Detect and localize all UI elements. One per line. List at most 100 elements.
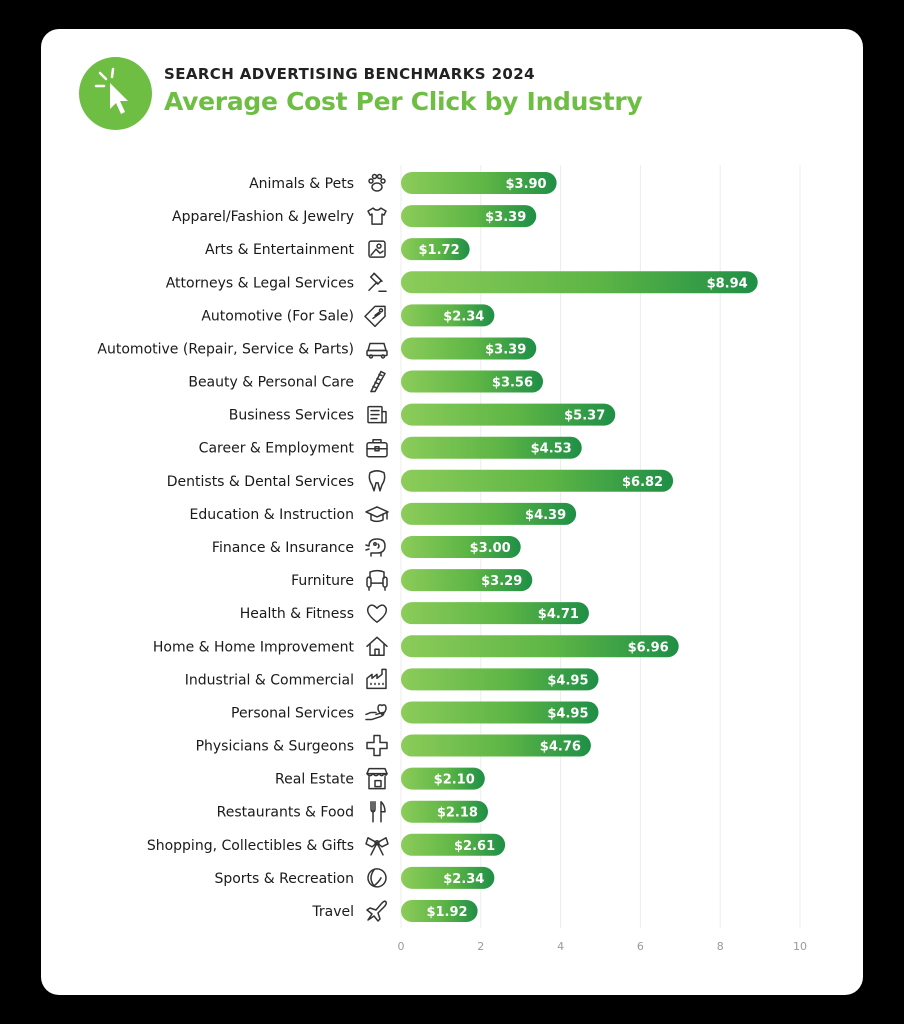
bar-value-label: $4.71 [538,607,579,622]
category-label: Career & Employment [199,441,355,457]
category-label: Education & Instruction [190,507,354,523]
bar-value-label: $5.37 [564,409,605,424]
bar-value-label: $3.29 [481,574,522,589]
category-label: Furniture [291,573,354,589]
airplane-icon [366,900,387,922]
tshirt-icon [367,207,387,225]
tooth-icon [368,470,386,492]
category-label: Beauty & Personal Care [188,375,354,391]
paw-icon [368,173,386,192]
bar-value-label: $3.39 [485,342,526,357]
bar-value-label: $3.56 [492,376,533,391]
bar [401,271,758,294]
category-label: Attorneys & Legal Services [166,275,354,291]
bar [401,535,521,558]
bar [401,370,544,393]
briefcase-icon [366,438,388,458]
gavel-icon [368,272,387,293]
cursor-click-icon [79,57,152,130]
bar-value-label: $6.82 [622,475,663,490]
bar [401,701,599,724]
bar [401,337,537,360]
bar-value-label: $2.10 [434,773,475,788]
ball-icon [367,868,387,888]
category-label: Finance & Insurance [212,540,354,556]
bar-value-label: $3.39 [485,210,526,225]
storefront-icon [366,767,388,790]
category-label: Home & Home Improvement [153,639,355,655]
heart-icon [366,604,388,623]
document-icon [367,405,387,424]
bar-value-label: $2.34 [443,309,484,324]
bar [401,899,478,922]
bar [401,734,591,757]
bar [401,800,488,823]
bar [401,205,537,228]
category-label: Animals & Pets [249,176,354,192]
category-label: Personal Services [231,705,354,721]
helping-hand-icon [365,704,387,721]
category-label: Shopping, Collectibles & Gifts [147,838,354,854]
bar [401,833,506,856]
bar-value-label: $4.76 [540,740,581,755]
category-label: Real Estate [275,772,354,788]
bar [401,238,470,261]
category-label: Automotive (Repair, Service & Parts) [97,341,354,357]
category-label: Automotive (For Sale) [201,308,354,324]
bar-value-label: $3.90 [505,177,546,192]
bar [401,436,582,459]
piggy-bank-icon [365,538,386,557]
bar [401,635,679,658]
bar [401,469,674,492]
bar-value-label: $2.34 [443,872,484,887]
price-tag-icon [364,305,386,328]
x-tick-label: 4 [557,940,564,953]
bar [401,172,557,194]
category-label: Restaurants & Food [217,805,354,821]
x-tick-label: 8 [717,940,724,953]
category-label: Health & Fitness [240,606,354,622]
car-icon [366,342,388,359]
bar [401,668,599,691]
bar-value-label: $4.39 [525,508,566,523]
bar-value-label: $4.95 [547,673,588,688]
chart-title: Average Cost Per Click by Industry [164,87,643,116]
picture-icon [368,240,386,258]
bar [401,403,616,426]
bar [401,502,577,525]
medical-cross-icon [366,734,388,757]
bar-value-label: $4.95 [547,706,588,721]
category-label: Industrial & Commercial [185,672,354,688]
category-label: Dentists & Dental Services [167,474,354,490]
house-icon [366,636,388,657]
bar-value-label: $1.92 [426,905,467,920]
category-label: Business Services [229,408,354,424]
category-label: Apparel/Fashion & Jewelry [172,209,354,225]
bar-value-label: $6.96 [628,640,669,655]
bar [401,866,495,889]
x-tick-label: 2 [477,940,484,953]
category-label: Sports & Recreation [214,871,354,887]
category-label: Arts & Entertainment [205,242,354,258]
bar-value-label: $8.94 [707,276,748,291]
gift-bow-icon [365,837,389,856]
bar-value-label: $2.18 [437,806,478,821]
category-label: Travel [311,904,354,920]
bar-value-label: $4.53 [531,442,572,457]
comb-icon [370,370,386,393]
x-tick-label: 6 [637,940,644,953]
graduation-cap-icon [365,506,389,523]
x-tick-label: 0 [398,940,405,953]
bar [401,569,533,592]
fork-knife-icon [370,800,386,823]
factory-icon [366,668,387,690]
bar-value-label: $3.00 [470,541,511,556]
bar [401,602,589,625]
bar-value-label: $1.72 [419,243,460,258]
category-label: Physicians & Surgeons [196,739,354,755]
bar [401,767,485,790]
header-kicker: SEARCH ADVERTISING BENCHMARKS 2024 [164,65,535,83]
x-tick-label: 10 [793,940,807,953]
armchair-icon [366,569,388,591]
